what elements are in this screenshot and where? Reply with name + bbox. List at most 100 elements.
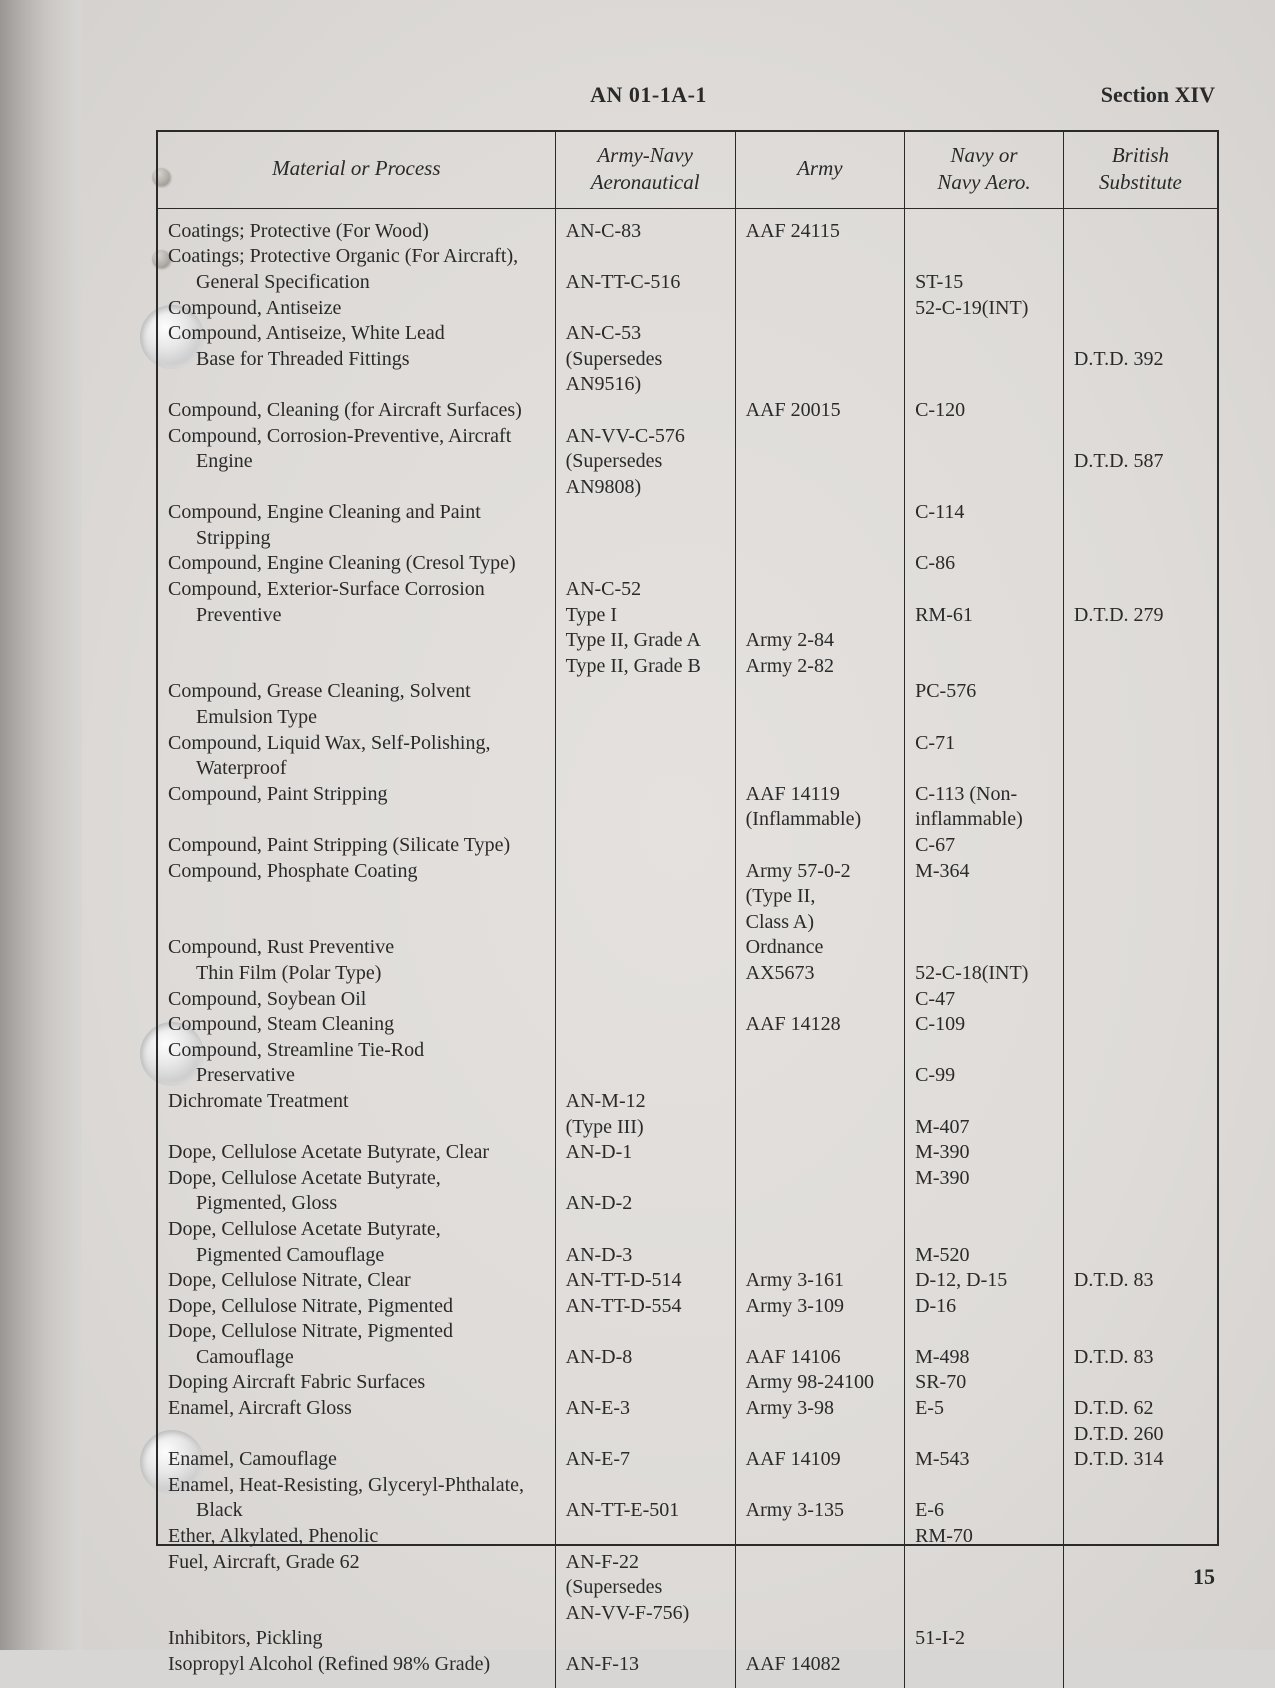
cell-navy	[905, 347, 1064, 373]
cell-british	[1063, 526, 1217, 552]
cell-navy	[905, 244, 1064, 270]
table-row: Compound, Antiseize, White LeadAN-C-53	[158, 321, 1217, 347]
cell-navy	[905, 208, 1064, 244]
cell-material: General Specification	[158, 270, 555, 296]
table-row: Type II, Grade BArmy 2-82	[158, 654, 1217, 680]
cell-navy	[905, 475, 1064, 501]
cell-material: Ether, Alkylated, Phenolic	[158, 1524, 555, 1550]
cell-british	[1063, 782, 1217, 808]
cell-british	[1063, 859, 1217, 885]
cell-british	[1063, 551, 1217, 577]
cell-british	[1063, 756, 1217, 782]
cell-material: Coatings; Protective (For Wood)	[158, 208, 555, 244]
table-row: Enamel, Aircraft GlossAN-E-3Army 3-98E-5…	[158, 1396, 1217, 1422]
cell-navy	[905, 526, 1064, 552]
table-row: (Type III)M-407	[158, 1115, 1217, 1141]
cell-navy: ST-15	[905, 270, 1064, 296]
cell-army-navy-aero: AN-C-83	[555, 208, 735, 244]
cell-army-navy-aero: AN-C-53	[555, 321, 735, 347]
cell-army-navy-aero	[555, 1626, 735, 1652]
cell-material	[158, 372, 555, 398]
cell-army-navy-aero: AN-D-8	[555, 1345, 735, 1371]
cell-british	[1063, 1626, 1217, 1652]
cell-army	[735, 270, 904, 296]
cell-navy	[905, 577, 1064, 603]
cell-army-navy-aero: (Supersedes	[555, 347, 735, 373]
cell-army	[735, 679, 904, 705]
cell-british	[1063, 705, 1217, 731]
cell-army	[735, 1063, 904, 1089]
table-row: Compound, Corrosion-Preventive, Aircraft…	[158, 424, 1217, 450]
cell-british	[1063, 1191, 1217, 1217]
cell-army	[735, 731, 904, 757]
cell-navy: C-47	[905, 987, 1064, 1013]
cell-material: Compound, Steam Cleaning	[158, 1012, 555, 1038]
cell-material: Stripping	[158, 526, 555, 552]
cell-navy: C-99	[905, 1063, 1064, 1089]
cell-army-navy-aero: AN-VV-F-756)	[555, 1601, 735, 1627]
table-row: Compound, Exterior-Surface CorrosionAN-C…	[158, 577, 1217, 603]
cell-material: Compound, Engine Cleaning and Paint	[158, 500, 555, 526]
cell-navy	[905, 1217, 1064, 1243]
cell-army-navy-aero	[555, 398, 735, 424]
cell-navy: M-407	[905, 1115, 1064, 1141]
cell-army: Army 3-161	[735, 1268, 904, 1294]
cell-navy	[905, 1319, 1064, 1345]
cell-navy	[905, 654, 1064, 680]
cell-army	[735, 1575, 904, 1601]
cell-army-navy-aero	[555, 679, 735, 705]
table-row: Compound, Phosphate CoatingArmy 57-0-2M-…	[158, 859, 1217, 885]
cell-army	[735, 347, 904, 373]
cell-army	[735, 1524, 904, 1550]
cell-british	[1063, 987, 1217, 1013]
table-row: AN9516)	[158, 372, 1217, 398]
cell-army-navy-aero: AN-TT-C-516	[555, 270, 735, 296]
cell-army-navy-aero: Type II, Grade A	[555, 628, 735, 654]
cell-british	[1063, 270, 1217, 296]
cell-british	[1063, 628, 1217, 654]
cell-navy: C-109	[905, 1012, 1064, 1038]
col-header-navy: Navy orNavy Aero.	[905, 132, 1064, 208]
cell-army-navy-aero: AN-D-2	[555, 1191, 735, 1217]
cell-army: Army 3-109	[735, 1294, 904, 1320]
cell-british	[1063, 475, 1217, 501]
cell-army-navy-aero: Type I	[555, 603, 735, 629]
cell-army-navy-aero: AN-TT-D-554	[555, 1294, 735, 1320]
cell-material: Compound, Grease Cleaning, Solvent	[158, 679, 555, 705]
cell-material: Isopropyl Alcohol (Refined 98% Grade)	[158, 1652, 555, 1688]
cell-material: Inhibitors, Pickling	[158, 1626, 555, 1652]
cell-army	[735, 987, 904, 1013]
cell-army-navy-aero	[555, 833, 735, 859]
table-row: Compound, Streamline Tie-Rod	[158, 1038, 1217, 1064]
cell-navy	[905, 372, 1064, 398]
cell-navy: 52-C-18(INT)	[905, 961, 1064, 987]
cell-army	[735, 1550, 904, 1576]
cell-navy	[905, 1601, 1064, 1627]
cell-british: D.T.D. 587	[1063, 449, 1217, 475]
cell-army-navy-aero	[555, 1012, 735, 1038]
cell-material: Dope, Cellulose Acetate Butyrate,	[158, 1217, 555, 1243]
cell-army-navy-aero: (Supersedes	[555, 1575, 735, 1601]
cell-army-navy-aero	[555, 500, 735, 526]
cell-material	[158, 1422, 555, 1448]
cell-army: Army 3-135	[735, 1498, 904, 1524]
cell-army	[735, 424, 904, 450]
cell-british	[1063, 1601, 1217, 1627]
cell-army-navy-aero: AN-D-3	[555, 1243, 735, 1269]
cell-british	[1063, 679, 1217, 705]
cell-material: Doping Aircraft Fabric Surfaces	[158, 1370, 555, 1396]
cell-material	[158, 628, 555, 654]
cell-army: Class A)	[735, 910, 904, 936]
cell-navy	[905, 1191, 1064, 1217]
cell-navy: C-86	[905, 551, 1064, 577]
cell-army	[735, 296, 904, 322]
table-row: General SpecificationAN-TT-C-516 ST-15	[158, 270, 1217, 296]
table-row: (Type II,	[158, 884, 1217, 910]
table-row: Compound, Engine Cleaning and PaintC-114	[158, 500, 1217, 526]
table-row: Dope, Cellulose Acetate Butyrate, ClearA…	[158, 1140, 1217, 1166]
table-row: Ether, Alkylated, PhenolicRM-70	[158, 1524, 1217, 1550]
cell-british	[1063, 833, 1217, 859]
cell-navy: D-12, D-15	[905, 1268, 1064, 1294]
col-header-navy-text: Navy orNavy Aero.	[937, 143, 1030, 194]
cell-material: Pigmented Camouflage	[158, 1243, 555, 1269]
